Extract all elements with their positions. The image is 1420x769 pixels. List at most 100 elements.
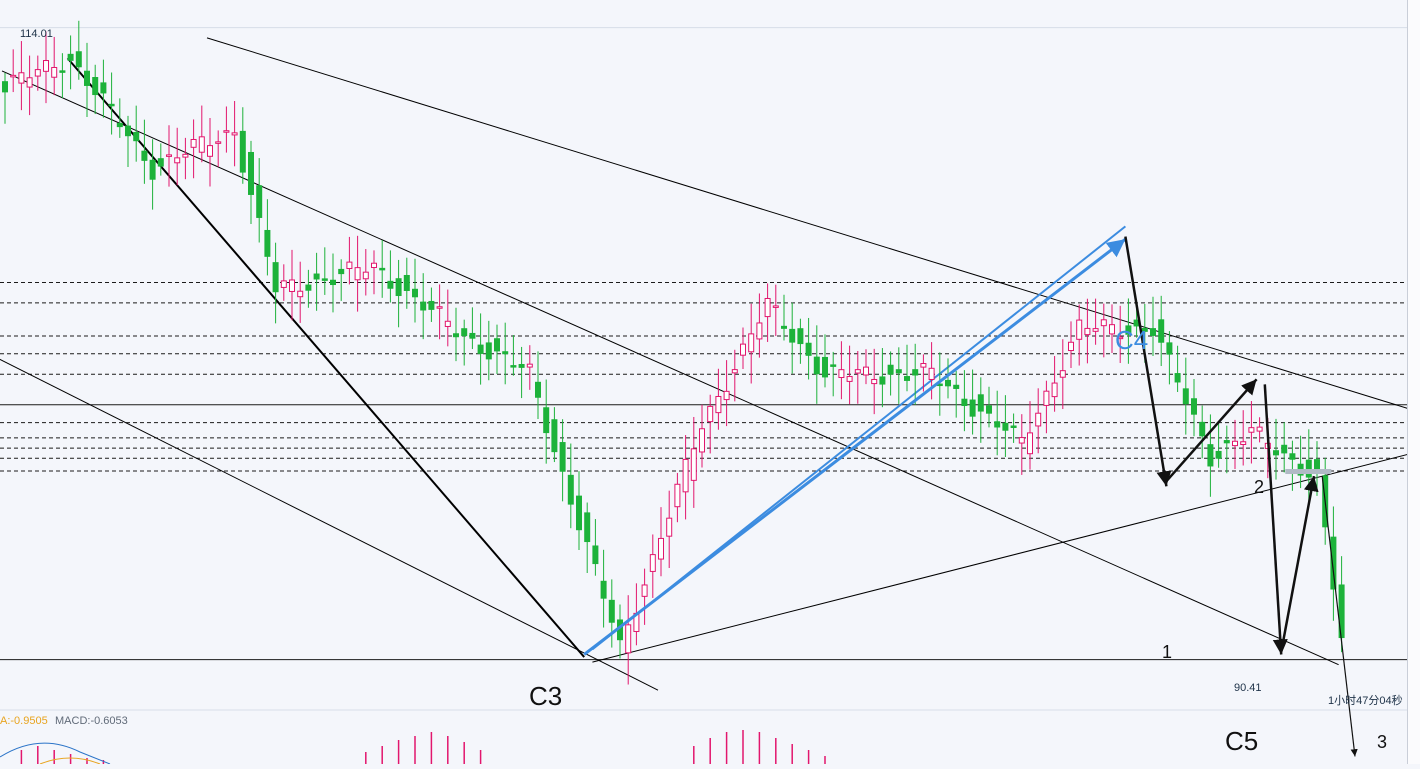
candle-body bbox=[674, 483, 681, 508]
candle-body bbox=[731, 369, 738, 374]
trendline bbox=[206, 37, 1413, 411]
candles bbox=[2, 20, 1345, 685]
right-sidebar[interactable] bbox=[1407, 0, 1420, 764]
candle-body bbox=[559, 442, 566, 472]
candle-body bbox=[1084, 327, 1091, 336]
candle-body bbox=[576, 495, 582, 531]
candle-body bbox=[59, 70, 66, 73]
candle-body bbox=[945, 379, 951, 387]
candle-body bbox=[1109, 324, 1115, 335]
candle-body bbox=[1182, 388, 1189, 405]
candle-body bbox=[1043, 390, 1050, 406]
candle-body bbox=[1027, 432, 1033, 455]
candle-body bbox=[1051, 382, 1058, 398]
wave-arrow bbox=[1321, 476, 1358, 757]
candle-body bbox=[756, 322, 763, 340]
candle-body bbox=[740, 343, 746, 356]
candle-body bbox=[149, 159, 156, 180]
wave-arrow bbox=[1263, 384, 1288, 655]
macd-line bbox=[0, 742, 111, 765]
candle-body bbox=[1141, 327, 1148, 332]
candle-body bbox=[969, 399, 976, 417]
candle-body bbox=[1018, 437, 1025, 444]
wave-arrows bbox=[583, 236, 1358, 757]
candle-body bbox=[830, 364, 837, 367]
candle-body bbox=[453, 333, 459, 338]
candle-body bbox=[1150, 328, 1156, 336]
candle-body bbox=[133, 132, 140, 142]
price-low-label: 90.41 bbox=[1234, 682, 1262, 694]
candle-body bbox=[1330, 536, 1337, 590]
candle-body bbox=[846, 376, 853, 382]
candle-body bbox=[920, 363, 927, 368]
candle-body bbox=[699, 428, 705, 453]
candle-body bbox=[428, 300, 435, 310]
candle-body bbox=[34, 69, 41, 77]
candle-body bbox=[174, 157, 181, 164]
candle-body bbox=[986, 405, 992, 414]
candle-body bbox=[592, 545, 599, 565]
wave-label-3: 3 bbox=[1377, 732, 1387, 752]
candle-body bbox=[551, 419, 558, 453]
candle-body bbox=[838, 369, 845, 378]
candle-body bbox=[387, 280, 394, 289]
candle-body bbox=[715, 395, 722, 414]
candle-body bbox=[502, 351, 509, 355]
trendline bbox=[592, 452, 1413, 663]
candle-body bbox=[395, 278, 402, 297]
wave-label-c3: C3 bbox=[529, 681, 562, 711]
candle-body bbox=[215, 141, 222, 144]
horizontal-levels bbox=[0, 27, 1407, 711]
candle-body bbox=[461, 328, 468, 337]
candle-body bbox=[904, 376, 910, 381]
candle-body bbox=[92, 77, 99, 96]
candle-body bbox=[297, 290, 304, 298]
candle-body bbox=[157, 158, 164, 167]
trendlines bbox=[0, 37, 1413, 691]
candle-body bbox=[18, 72, 25, 84]
candle-body bbox=[305, 284, 312, 291]
candle-body bbox=[772, 305, 779, 308]
candle-body bbox=[2, 81, 8, 93]
candle-body bbox=[477, 344, 484, 354]
candle-body bbox=[248, 151, 254, 195]
candle-body bbox=[321, 278, 328, 281]
indicator-label-macd: MACD:-0.6053 bbox=[55, 715, 128, 727]
candle-body bbox=[641, 584, 648, 597]
wave-arrow bbox=[1279, 475, 1319, 653]
candle-body bbox=[690, 448, 697, 481]
candle-body bbox=[748, 333, 755, 353]
candle-body bbox=[469, 332, 476, 339]
candle-body bbox=[1158, 319, 1165, 343]
macd-panel bbox=[0, 730, 826, 765]
candle-body bbox=[526, 363, 533, 368]
candle-body bbox=[1223, 440, 1230, 444]
candle-body bbox=[1199, 421, 1206, 437]
candle-body bbox=[871, 378, 878, 385]
candle-body bbox=[1273, 450, 1279, 456]
candle-body bbox=[1314, 459, 1320, 471]
candle-body bbox=[338, 268, 345, 275]
wave-arrow bbox=[1165, 378, 1258, 483]
candle-body bbox=[789, 328, 796, 343]
candle-body bbox=[977, 394, 984, 412]
candle-body bbox=[584, 512, 591, 543]
wave-label-1: 1 bbox=[1162, 642, 1172, 662]
candle-body bbox=[289, 279, 295, 292]
candle-body bbox=[1191, 398, 1197, 415]
candle-body bbox=[1256, 426, 1263, 432]
candle-body bbox=[1232, 440, 1238, 447]
candle-body bbox=[1092, 328, 1099, 332]
candle-body bbox=[223, 130, 230, 133]
candle-body bbox=[412, 288, 418, 298]
candle-body bbox=[182, 153, 189, 158]
target-zone bbox=[1285, 469, 1332, 475]
candle-body bbox=[485, 342, 492, 360]
candle-body bbox=[805, 342, 812, 356]
candle-body bbox=[822, 356, 828, 378]
candle-body bbox=[682, 458, 689, 493]
candle-body bbox=[649, 554, 656, 572]
candle-body bbox=[953, 384, 960, 389]
candle-body bbox=[928, 367, 935, 380]
